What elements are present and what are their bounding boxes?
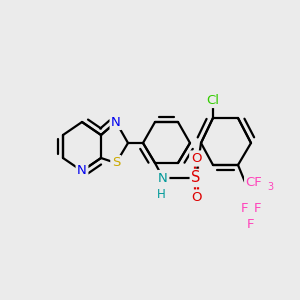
Text: N: N: [111, 116, 121, 128]
Text: S: S: [191, 170, 201, 185]
Text: N: N: [158, 172, 168, 184]
Text: O: O: [191, 152, 201, 165]
Text: F: F: [254, 202, 261, 214]
Text: N: N: [77, 164, 87, 178]
Text: O: O: [191, 191, 201, 204]
Text: 3: 3: [267, 182, 274, 191]
Text: CF: CF: [246, 176, 262, 188]
Text: H: H: [157, 188, 166, 201]
Text: F: F: [247, 218, 255, 231]
Text: F: F: [240, 202, 248, 214]
Text: Cl: Cl: [206, 94, 220, 106]
Text: S: S: [112, 157, 120, 169]
